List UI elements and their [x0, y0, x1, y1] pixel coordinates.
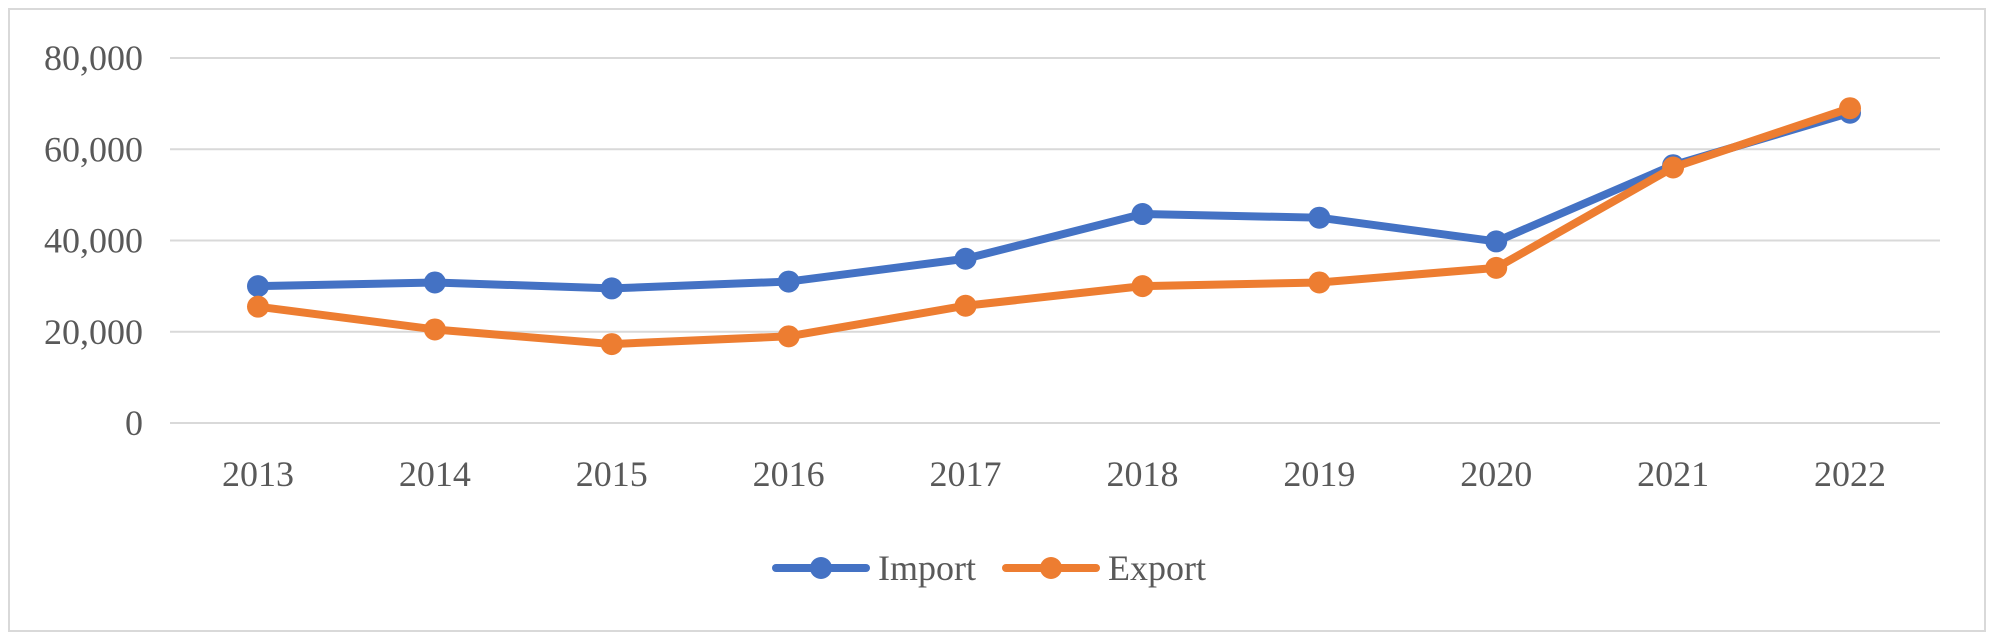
legend: Import Export: [772, 548, 1206, 588]
y-axis-ticks: 0 20,000 40,000 60,000 80,000: [44, 38, 143, 443]
x-axis-ticks: 2013 2014 2015 2016 2017 2018 2019 2020 2021 2022: [222, 454, 1886, 494]
export-data-point: [1131, 275, 1154, 298]
export-data-point: [954, 294, 977, 317]
export-series-line: [254, 104, 1854, 349]
import-series-line: [254, 108, 1854, 293]
import-data-point: [423, 271, 446, 294]
x-tick-label: 2015: [576, 454, 648, 494]
import-data-point: [600, 277, 623, 300]
export-data-point: [600, 333, 623, 356]
gridlines: [170, 57, 1940, 424]
import-data-point: [1485, 230, 1508, 253]
export-data-point: [247, 295, 269, 318]
export-data-point: [777, 325, 800, 348]
y-tick-label: 80,000: [44, 38, 143, 78]
x-tick-label: 2014: [399, 454, 471, 494]
legend-import-label: Import: [878, 548, 976, 588]
y-tick-label: 0: [125, 403, 143, 443]
x-tick-label: 2020: [1460, 454, 1532, 494]
x-tick-label: 2017: [930, 454, 1002, 494]
y-tick-label: 20,000: [44, 312, 143, 352]
import-data-point: [247, 275, 269, 298]
import-data-point: [777, 270, 800, 293]
export-data-point: [1839, 97, 1861, 120]
x-tick-label: 2013: [222, 454, 294, 494]
legend-import-marker: [810, 557, 832, 579]
x-tick-label: 2019: [1283, 454, 1355, 494]
x-tick-label: 2018: [1106, 454, 1178, 494]
x-tick-label: 2022: [1814, 454, 1886, 494]
export-data-point: [1485, 256, 1508, 279]
legend-export-marker: [1040, 557, 1062, 579]
export-data-point: [1662, 156, 1685, 179]
y-tick-label: 40,000: [44, 221, 143, 261]
import-data-point: [1308, 206, 1331, 229]
x-tick-label: 2016: [753, 454, 825, 494]
x-tick-label: 2021: [1637, 454, 1709, 494]
series-group: [247, 97, 1861, 356]
export-data-point: [1308, 271, 1331, 294]
import-data-point: [954, 247, 977, 270]
y-tick-label: 60,000: [44, 129, 143, 169]
import-data-point: [1131, 203, 1154, 226]
legend-export-label: Export: [1108, 548, 1206, 588]
export-data-point: [423, 318, 446, 341]
